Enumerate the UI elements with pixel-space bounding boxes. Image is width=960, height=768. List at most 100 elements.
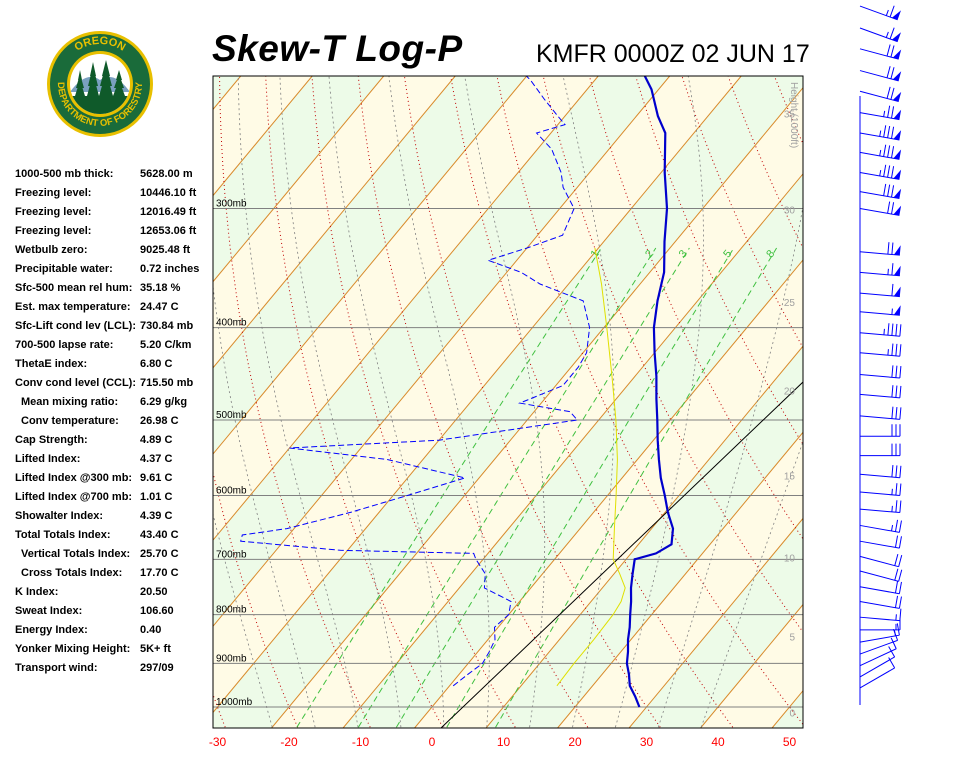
wind-barb-feather bbox=[895, 465, 898, 478]
wind-barb bbox=[859, 385, 902, 399]
index-label: 1000-500 mb thick: bbox=[15, 168, 114, 180]
wind-barb-feather bbox=[894, 535, 899, 548]
moist-adiabat-line bbox=[562, 76, 615, 728]
index-label: Energy Index: bbox=[15, 624, 88, 636]
index-value: 26.98 C bbox=[140, 415, 179, 427]
index-label: Sfc-500 mean rel hum: bbox=[15, 282, 133, 294]
wind-barb bbox=[859, 581, 902, 595]
index-value: 20.50 bbox=[140, 586, 168, 598]
logo-top-text: OREGON bbox=[73, 35, 128, 54]
wind-barb-feather bbox=[895, 323, 898, 336]
mixing-ratio-line bbox=[495, 247, 778, 728]
wind-barb-staff bbox=[859, 352, 900, 357]
dry-adiabat-line bbox=[727, 76, 803, 250]
isotherm-line bbox=[271, 86, 803, 728]
pressure-label: 1000mb bbox=[216, 697, 253, 708]
station-time-label: KMFR 0000Z 02 JUN 17 bbox=[536, 40, 810, 68]
index-value: 4.89 C bbox=[140, 434, 173, 446]
index-value: 35.18 % bbox=[140, 282, 181, 294]
isotherm-line bbox=[213, 76, 456, 369]
pressure-label: 200mb bbox=[216, 31, 247, 42]
wind-barb-staff bbox=[859, 667, 895, 689]
wind-barb-half-feather bbox=[885, 31, 889, 38]
wind-barb-feather bbox=[887, 125, 891, 138]
wind-barb-feather bbox=[891, 406, 894, 419]
wind-barbs bbox=[859, 5, 903, 705]
wind-barb-flag bbox=[893, 205, 902, 216]
mixing-ratio-line bbox=[296, 247, 602, 728]
isotherm-line bbox=[557, 431, 803, 728]
index-label: Total Totals Index: bbox=[15, 529, 111, 541]
wind-barb-feather bbox=[895, 500, 898, 513]
index-value: 25.70 C bbox=[140, 548, 179, 560]
isotherm-line bbox=[0, 76, 169, 728]
wind-barb-feather bbox=[894, 595, 899, 608]
wind-barb-feather bbox=[896, 623, 900, 636]
pressure-label: 800mb bbox=[216, 605, 247, 616]
wind-barb-staff bbox=[859, 508, 900, 514]
wind-barb bbox=[859, 323, 902, 337]
wind-barb-feather bbox=[888, 646, 896, 658]
height-tick-label: 25 bbox=[784, 298, 796, 309]
wind-barb bbox=[859, 646, 896, 678]
wind-barb-feather bbox=[891, 185, 895, 198]
index-value: 106.60 bbox=[140, 605, 174, 617]
wind-barb-flag bbox=[893, 130, 902, 140]
wind-barb-feather bbox=[891, 106, 895, 119]
wind-barb-staff bbox=[859, 639, 898, 655]
wind-barb-staff bbox=[859, 656, 895, 678]
moist-adiabat-line bbox=[464, 76, 546, 728]
wind-barb bbox=[859, 105, 902, 121]
wind-barb bbox=[859, 637, 897, 667]
isotherm-line bbox=[213, 76, 385, 283]
wind-barb-flag bbox=[891, 32, 901, 42]
wind-barb bbox=[859, 242, 901, 256]
wind-barb bbox=[860, 443, 901, 457]
wind-barb-staff bbox=[859, 332, 900, 337]
moist-adiabat-line bbox=[615, 76, 704, 728]
wind-barb-flag bbox=[891, 10, 901, 20]
index-value: 6.29 g/kg bbox=[140, 396, 188, 408]
pressure-label: 600mb bbox=[216, 485, 247, 496]
chart-title: Skew-T Log-P bbox=[212, 28, 463, 69]
height-tick-label: 30 bbox=[784, 206, 796, 217]
wind-barb-staff bbox=[859, 271, 900, 277]
x-tick-label: 40 bbox=[711, 735, 725, 749]
index-value: 5.20 C/km bbox=[140, 339, 192, 351]
isotherm-line bbox=[628, 517, 803, 728]
wind-barb-feather bbox=[886, 66, 891, 78]
wind-barb bbox=[859, 263, 901, 277]
pressure-label: 700mb bbox=[216, 549, 247, 560]
wind-barb-half-feather bbox=[891, 308, 893, 315]
index-value: 6.80 C bbox=[140, 358, 173, 370]
wind-barb-flag bbox=[893, 188, 902, 199]
wind-barb-feather bbox=[886, 44, 891, 57]
wind-barb-feather bbox=[887, 242, 890, 255]
index-label: Conv cond level (CCL): bbox=[15, 377, 137, 389]
index-value: 12653.06 ft bbox=[140, 225, 197, 237]
wind-barb-flag bbox=[892, 49, 902, 60]
index-value: 4.37 C bbox=[140, 453, 173, 465]
wind-barb-half-feather bbox=[879, 130, 882, 137]
plot-area: 1 2 3 5 8200mb300mb400mb500mb600mb700mb800mb… bbox=[0, 0, 960, 728]
wind-barb-feather bbox=[883, 144, 887, 157]
wind-barb-feather bbox=[898, 536, 902, 549]
wind-barb-flag bbox=[892, 71, 902, 81]
wind-barb-feather bbox=[894, 581, 899, 594]
wind-barb-feather bbox=[887, 105, 891, 118]
isotherm-line bbox=[213, 76, 671, 628]
index-label: Wetbulb zero: bbox=[15, 244, 88, 256]
wind-barb bbox=[859, 657, 896, 689]
height-tick-label: 15 bbox=[784, 472, 796, 483]
dry-adiabat-line bbox=[947, 0, 960, 727]
index-label: Lifted Index: bbox=[15, 453, 81, 465]
mixing-ratio-line bbox=[446, 247, 735, 728]
x-tick-label: -10 bbox=[352, 735, 370, 749]
height-tick-label: 10 bbox=[784, 553, 796, 564]
height-tick-label: 35 bbox=[784, 109, 796, 120]
wind-barb-feather bbox=[891, 126, 895, 139]
index-value: 730.84 mb bbox=[140, 320, 194, 332]
isotherm-line bbox=[0, 76, 98, 728]
index-label: Conv temperature: bbox=[21, 415, 119, 427]
